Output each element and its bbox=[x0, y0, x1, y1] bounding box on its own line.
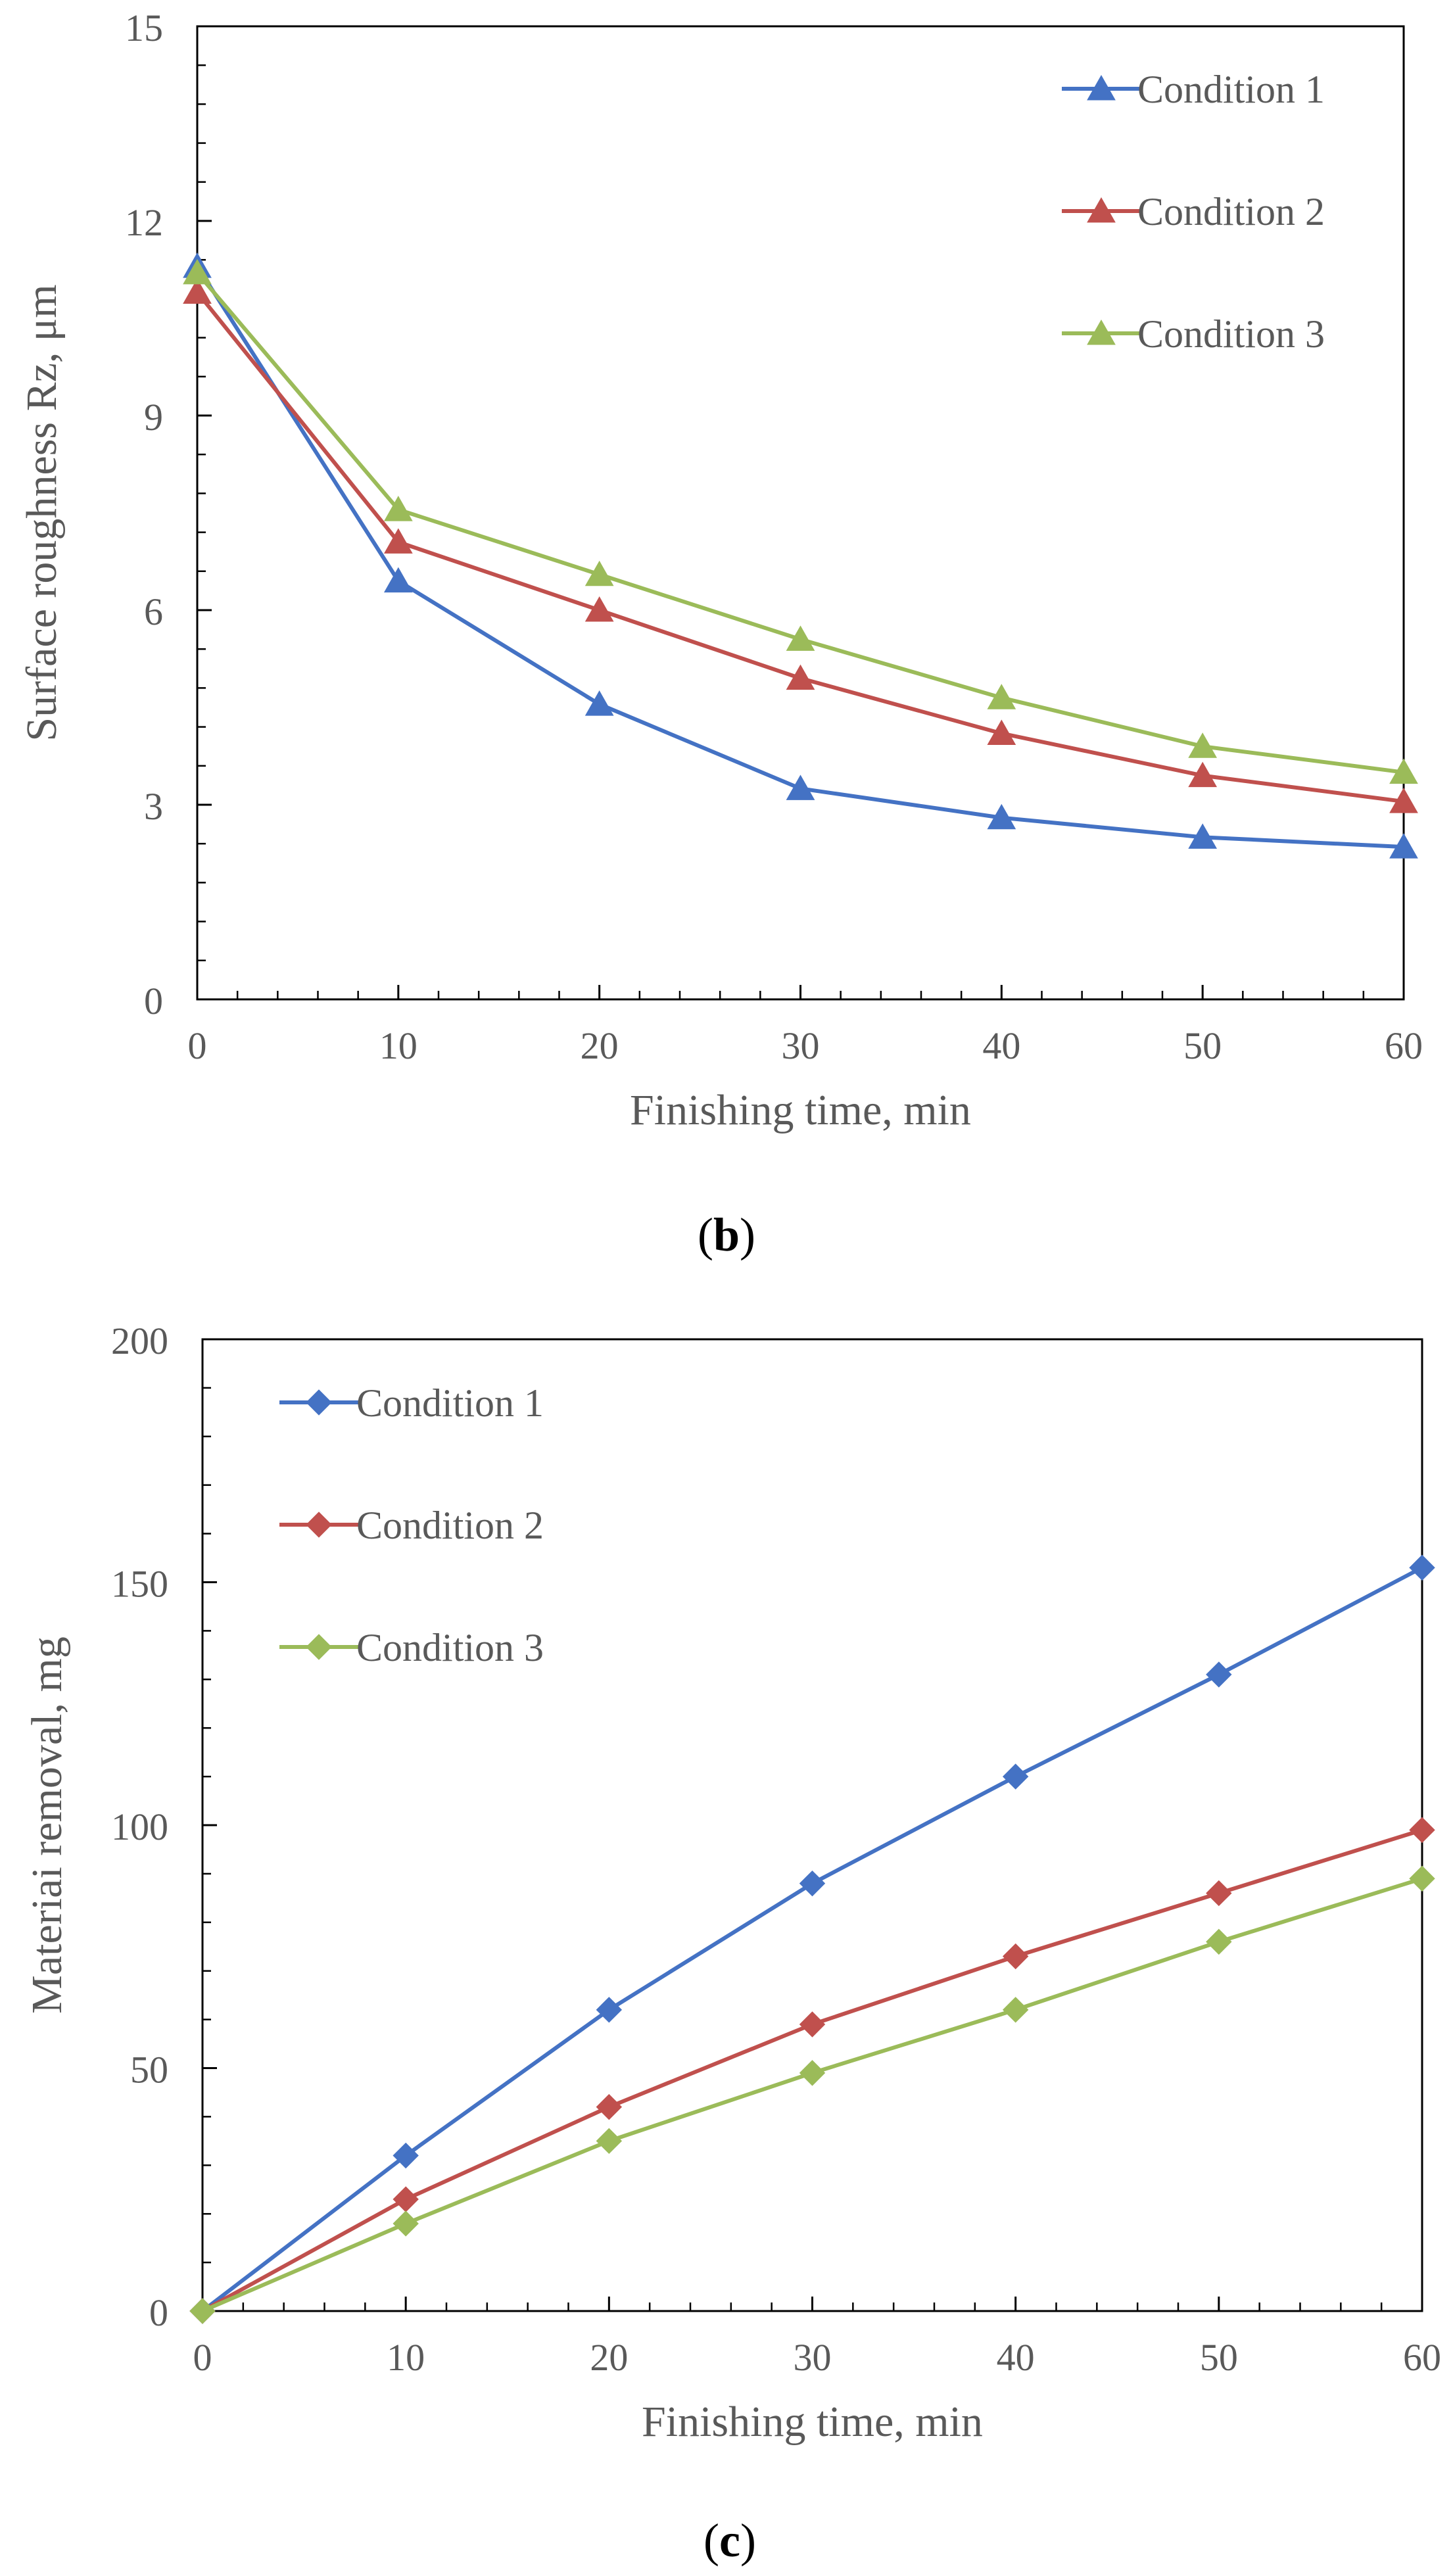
legend-label: Condition 3 bbox=[356, 1626, 544, 1669]
x-tick-label: 60 bbox=[1403, 2336, 1441, 2379]
panel-caption-b: (b) bbox=[698, 1208, 755, 1261]
series-1-point bbox=[1389, 833, 1418, 859]
series-3-point bbox=[183, 258, 212, 285]
series-3-point bbox=[596, 2128, 623, 2155]
series-1-point bbox=[1206, 1661, 1232, 1688]
y-tick-label: 100 bbox=[111, 1805, 168, 1848]
plot-area-frame bbox=[196, 25, 1405, 1001]
series-2-point bbox=[596, 2093, 623, 2120]
legend-swatch-marker bbox=[1087, 319, 1116, 345]
x-tick-label: 10 bbox=[387, 2336, 425, 2379]
y-axis-title: Surface roughness Rz, μm bbox=[18, 284, 66, 741]
panel-caption-c: (c) bbox=[703, 2514, 756, 2567]
y-tick-label: 15 bbox=[125, 7, 163, 49]
x-tick-label: 60 bbox=[1385, 1024, 1423, 1067]
y-tick-label: 12 bbox=[125, 201, 163, 244]
x-tick-label: 20 bbox=[581, 1024, 619, 1067]
series-2-point bbox=[987, 719, 1016, 745]
x-tick-label: 10 bbox=[379, 1024, 417, 1067]
y-tick-label: 0 bbox=[149, 2291, 168, 2334]
y-axis-title: Materiai removal, mg bbox=[23, 1636, 71, 2014]
series-1-point bbox=[596, 1997, 623, 2023]
legend-label: Condition 1 bbox=[356, 1381, 544, 1425]
series-2-point bbox=[183, 278, 212, 304]
chart-material-removal: 0 50 100 150 200 0 10 20 30 40 50 60 Finishing time,… bbox=[23, 1320, 1441, 2446]
series-3-point bbox=[1188, 732, 1218, 758]
x-tick-label: 0 bbox=[188, 1024, 207, 1067]
series-1-point bbox=[383, 567, 413, 593]
series-3-line bbox=[201, 1876, 1423, 2313]
series-3-point bbox=[584, 560, 614, 586]
series-2-point bbox=[584, 596, 614, 622]
legend-swatch-marker bbox=[1087, 197, 1116, 223]
series-2-point bbox=[1188, 761, 1218, 788]
legend-swatch-marker bbox=[1087, 74, 1116, 101]
series-3-point bbox=[393, 2210, 419, 2237]
series-1-point bbox=[1002, 1763, 1029, 1790]
series-3-point bbox=[1389, 758, 1418, 784]
y-tick-label: 3 bbox=[144, 785, 163, 828]
series-1-point bbox=[987, 803, 1016, 830]
series-3-point bbox=[383, 496, 413, 521]
series-3-point bbox=[1409, 1865, 1435, 1892]
series-1-line bbox=[201, 1565, 1423, 2313]
x-tick-label: 30 bbox=[782, 1024, 820, 1067]
y-tick-label: 0 bbox=[144, 980, 163, 1022]
series-2-point bbox=[1206, 1880, 1232, 1907]
series-2-point bbox=[1389, 788, 1418, 813]
series-3-point bbox=[1206, 1928, 1232, 1955]
series-1-point bbox=[584, 690, 614, 716]
legend-label: Condition 2 bbox=[1137, 190, 1325, 233]
legend-label: Condition 2 bbox=[356, 1504, 544, 1547]
y-tick-label: 6 bbox=[144, 590, 163, 633]
series-1-point bbox=[799, 1870, 826, 1897]
x-tick-label: 50 bbox=[1183, 1024, 1222, 1067]
series-3-point bbox=[799, 2060, 826, 2086]
legend-label: Condition 3 bbox=[1137, 312, 1325, 356]
series-1-point bbox=[1409, 1554, 1435, 1581]
series-2-point bbox=[383, 528, 413, 554]
series-1-point bbox=[786, 775, 815, 800]
series-3-point bbox=[189, 2298, 216, 2324]
x-tick-label: 40 bbox=[997, 2336, 1035, 2379]
x-tick-label: 30 bbox=[794, 2336, 832, 2379]
legend-swatch-marker bbox=[306, 1512, 332, 1538]
x-tick-label: 0 bbox=[193, 2336, 212, 2379]
series-2-point bbox=[786, 664, 815, 690]
x-axis-title: Finishing time, min bbox=[630, 1086, 971, 1134]
series-2-point bbox=[393, 2186, 419, 2212]
legend-swatch-marker bbox=[306, 1389, 332, 1416]
series-1-point bbox=[393, 2142, 419, 2169]
series-2-point bbox=[1002, 1943, 1029, 1970]
legend-swatch-marker bbox=[306, 1634, 332, 1660]
y-tick-label: 200 bbox=[111, 1320, 168, 1362]
y-tick-label: 9 bbox=[144, 396, 163, 439]
chart-surface-roughness: 0 3 6 9 12 15 0 10 20 30 40 50 60 Finishing time, min… bbox=[18, 7, 1423, 1134]
x-tick-label: 40 bbox=[982, 1024, 1020, 1067]
y-tick-label: 150 bbox=[111, 1563, 168, 1606]
x-tick-label: 20 bbox=[590, 2336, 628, 2379]
plot-area-frame bbox=[201, 1338, 1423, 2312]
series-1-point bbox=[1188, 823, 1218, 849]
y-tick-label: 50 bbox=[130, 2049, 168, 2091]
x-tick-label: 50 bbox=[1200, 2336, 1238, 2379]
series-2-point bbox=[1409, 1817, 1435, 1844]
series-2-point bbox=[799, 2011, 826, 2038]
series-3-point bbox=[987, 684, 1016, 709]
series-3-point bbox=[1002, 1997, 1029, 2023]
x-axis-title: Finishing time, min bbox=[642, 2398, 983, 2446]
legend-label: Condition 1 bbox=[1137, 68, 1325, 111]
series-3-point bbox=[786, 625, 815, 651]
